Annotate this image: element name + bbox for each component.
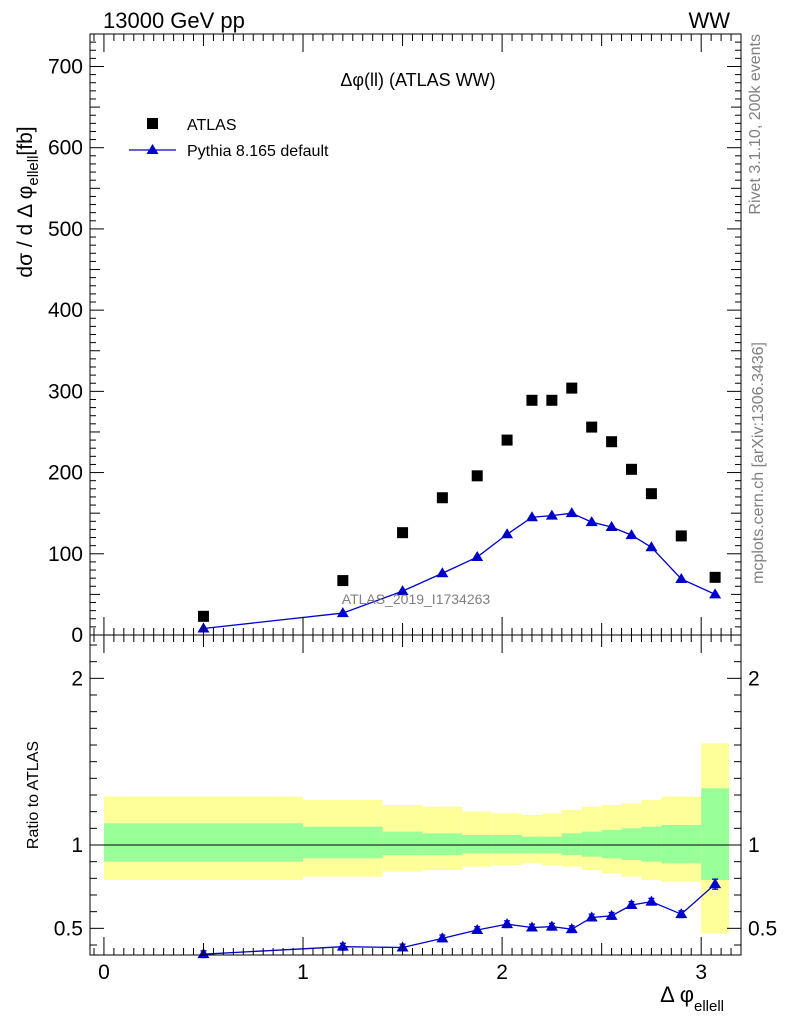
x-axis-label: Δ φellell: [660, 982, 724, 1015]
atlas-data-point: [471, 470, 483, 482]
uncertainty-band-inner: [581, 831, 602, 857]
main-plot-panel: 0 100 200 300 400 500 600 700 Δφ(ll) (ATLAS WW)…: [14, 33, 742, 647]
svg-text:dσ / d Δ φellell[fb]: dσ / d Δ φellell[fb]: [14, 126, 42, 277]
atlas-data-point: [337, 575, 349, 587]
main-plot-title: Δφ(ll) (ATLAS WW): [340, 70, 495, 90]
pythia-data-point: [436, 567, 449, 578]
ratio-data-point: [501, 918, 514, 929]
ratio-data-point: [545, 920, 558, 931]
y-tick-label: 400: [48, 299, 83, 322]
pythia-data-point: [625, 529, 638, 540]
ratio-data-point: [565, 923, 578, 934]
header-left: 13000 GeV pp: [103, 8, 245, 33]
uncertainty-band-inner: [462, 835, 493, 854]
x-axis-label-main: Δ φ: [660, 982, 694, 1007]
atlas-data-point: [606, 436, 618, 448]
ratio-y-tick-label: 0.5: [54, 917, 83, 940]
atlas-data-point: [526, 394, 538, 406]
atlas-data-point: [675, 530, 687, 542]
atlas-data-point: [501, 434, 513, 446]
ratio-data-point: [675, 908, 688, 919]
x-tick-label: 0: [98, 961, 110, 984]
atlas-data-point: [566, 382, 578, 394]
atlas-data-point: [546, 394, 558, 406]
ratio-data-point: [525, 921, 538, 932]
atlas-data-point: [709, 571, 721, 583]
pythia-data-point: [675, 572, 688, 583]
pythia-data-point: [645, 541, 658, 552]
pythia-data-point: [501, 528, 514, 539]
y-tick-label: 300: [48, 380, 83, 403]
ratio-y-tick-label: 1: [71, 834, 83, 857]
ratio-data-point: [436, 932, 449, 943]
x-tick-label: 1: [297, 961, 309, 984]
main-y-axis-label: dσ / d Δ φellell[fb]: [14, 126, 42, 277]
pythia-data-point: [565, 507, 578, 518]
pythia-data-point: [396, 585, 409, 596]
uncertainty-band-inner: [382, 831, 423, 855]
y-tick-label: 700: [48, 55, 83, 78]
uncertainty-band-inner: [422, 833, 463, 855]
uncertainty-band-inner: [601, 830, 622, 859]
legend: ATLAS Pythia 8.165 default: [129, 117, 329, 160]
uncertainty-band-inner: [661, 825, 702, 864]
ratio-data-point: [585, 911, 598, 922]
ratio-y-tick-label: 2: [71, 667, 83, 690]
legend-label-pythia: Pythia 8.165 default: [187, 143, 329, 160]
ratio-data-point: [336, 940, 349, 951]
pythia-data-point: [545, 509, 558, 520]
pythia-line: [203, 512, 716, 630]
atlas-data-point: [626, 463, 638, 475]
y-axis-label-main: dσ / d Δ φ: [14, 186, 37, 278]
y-tick-label: 100: [48, 543, 83, 566]
ratio-y-tick-label-right: 1: [748, 834, 760, 857]
rivet-label: Rivet 3.1.10, 200k events: [747, 34, 764, 215]
x-axis-label-sub: ellell: [694, 998, 724, 1015]
ratio-y-tick-label-right: 0.5: [748, 917, 777, 940]
atlas-data-point: [397, 527, 409, 539]
ratio-line: [203, 883, 716, 955]
uncertainty-band-inner: [641, 826, 662, 862]
uncertainty-band-inner: [701, 788, 730, 880]
pythia-data-point: [709, 588, 722, 599]
mcplots-label: mcplots.cern.ch [arXiv:1306.3436]: [750, 342, 767, 584]
y-tick-label: 0: [71, 624, 83, 647]
atlas-data-point: [436, 492, 448, 504]
pythia-data-point: [585, 516, 598, 527]
pythia-data-point: [471, 551, 484, 562]
pythia-data-point: [336, 607, 349, 618]
ratio-data-point: [625, 899, 638, 909]
ratio-y-axis-label: Ratio to ATLAS: [25, 741, 42, 849]
ratio-data-point: [709, 878, 722, 889]
x-tick-label: 2: [496, 961, 508, 984]
uncertainty-band-inner: [492, 835, 523, 854]
uncertainty-band-inner: [303, 826, 383, 859]
analysis-watermark: ATLAS_2019_I1734263: [342, 591, 491, 607]
ratio-plot-frame: [89, 634, 742, 956]
atlas-data-point: [645, 488, 657, 500]
y-axis-label-sub: ellell: [25, 156, 42, 186]
y-axis-label-unit: [fb]: [14, 126, 37, 155]
atlas-data-point: [586, 421, 598, 433]
uncertainty-band-inner: [621, 828, 642, 860]
ratio-data-point: [471, 924, 484, 934]
y-tick-label: 500: [48, 218, 83, 241]
y-tick-label: 200: [48, 462, 83, 485]
legend-marker-pythia: [146, 144, 159, 154]
uncertainty-band-inner: [103, 823, 304, 862]
x-tick-label: 3: [695, 961, 707, 984]
pythia-data-point: [525, 511, 538, 522]
header-right: WW: [688, 8, 730, 33]
legend-label-atlas: ATLAS: [187, 117, 237, 134]
legend-marker-atlas: [147, 118, 158, 129]
atlas-data-point: [197, 610, 209, 622]
pythia-data-point: [605, 520, 618, 531]
uncertainty-band-inner: [561, 833, 582, 855]
ratio-data-point: [645, 895, 658, 906]
ratio-data-point: [605, 909, 618, 920]
ratio-plot-panel: 0.5 0.5 1 1 2 2 0 1 2 3 Ratio to ATLAS Δ φellell: [25, 634, 777, 1015]
y-tick-label: 600: [48, 137, 83, 160]
ratio-y-tick-label-right: 2: [748, 667, 760, 690]
